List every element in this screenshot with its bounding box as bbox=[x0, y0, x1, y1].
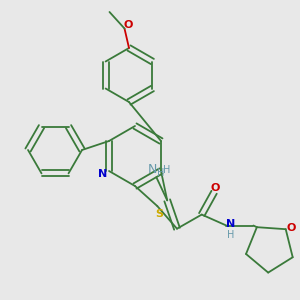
Text: O: O bbox=[123, 20, 133, 31]
Text: O: O bbox=[211, 183, 220, 193]
Text: S: S bbox=[155, 209, 163, 220]
Text: H: H bbox=[227, 230, 235, 239]
Text: H: H bbox=[163, 165, 170, 175]
Text: O: O bbox=[286, 223, 296, 233]
Text: H: H bbox=[157, 168, 164, 178]
Text: N: N bbox=[98, 169, 108, 179]
Text: N: N bbox=[148, 163, 158, 176]
Text: N: N bbox=[226, 219, 236, 229]
